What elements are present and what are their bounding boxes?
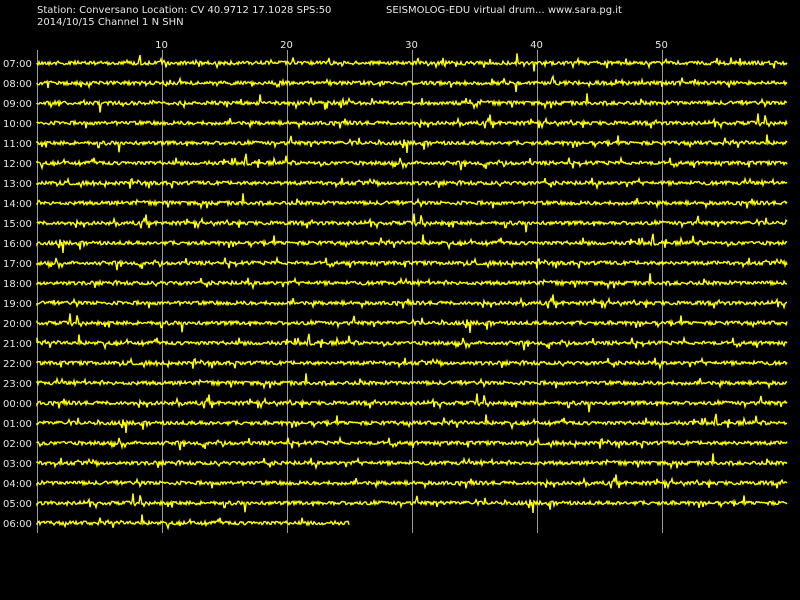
- row-label-1000: 10:00: [3, 119, 32, 130]
- trace-1000: [36, 113, 788, 130]
- row-label-1100: 11:00: [3, 139, 32, 150]
- x-tick-label-40: 40: [530, 40, 543, 51]
- trace-0600: [36, 514, 350, 531]
- trace-1900: [36, 294, 788, 310]
- x-tick-label-30: 30: [405, 40, 418, 51]
- x-tick-label-10: 10: [155, 40, 168, 51]
- row-label-0500: 05:00: [3, 499, 32, 510]
- row-label-0100: 01:00: [3, 419, 32, 430]
- row-label-0700: 07:00: [3, 59, 32, 70]
- row-label-1600: 16:00: [3, 239, 32, 250]
- x-tick-label-50: 50: [655, 40, 668, 51]
- row-label-1700: 17:00: [3, 259, 32, 270]
- trace-0100: [36, 413, 788, 433]
- trace-2200: [36, 356, 788, 371]
- trace-0700: [36, 53, 788, 72]
- trace-0800: [36, 74, 788, 93]
- trace-1300: [36, 176, 788, 191]
- trace-1400: [36, 193, 788, 211]
- station-info-text: Station: Conversano Location: CV 40.9712…: [37, 5, 332, 16]
- row-label-1500: 15:00: [3, 219, 32, 230]
- trace-0400: [36, 474, 788, 490]
- row-label-0300: 03:00: [3, 459, 32, 470]
- row-label-1300: 13:00: [3, 179, 32, 190]
- row-label-2000: 20:00: [3, 319, 32, 330]
- x-tick-label-20: 20: [280, 40, 293, 51]
- row-label-2200: 22:00: [3, 359, 32, 370]
- row-label-1900: 19:00: [3, 299, 32, 310]
- trace-1600: [36, 233, 788, 253]
- row-label-0200: 02:00: [3, 439, 32, 450]
- row-label-0400: 04:00: [3, 479, 32, 490]
- date-channel-text: 2014/10/15 Channel 1 N SHN: [37, 17, 184, 28]
- trace-1800: [36, 273, 788, 291]
- row-label-1400: 14:00: [3, 199, 32, 210]
- trace-0500: [36, 493, 788, 513]
- trace-0000: [36, 393, 788, 413]
- trace-1100: [36, 134, 788, 153]
- trace-2000: [36, 313, 788, 333]
- trace-0900: [36, 93, 788, 113]
- trace-2300: [36, 373, 787, 391]
- trace-0300: [36, 453, 788, 471]
- trace-2100: [36, 333, 788, 351]
- row-label-2300: 23:00: [3, 379, 32, 390]
- row-label-0900: 09:00: [3, 99, 32, 110]
- row-label-0000: 00:00: [3, 399, 32, 410]
- row-label-1800: 18:00: [3, 279, 32, 290]
- trace-1200: [36, 153, 788, 171]
- trace-1500: [36, 213, 788, 233]
- brand-text: SEISMOLOG-EDU virtual drum... www.sara.p…: [386, 5, 622, 16]
- row-label-2100: 21:00: [3, 339, 32, 350]
- trace-0200: [36, 435, 788, 451]
- trace-1700: [36, 255, 788, 271]
- row-label-0800: 08:00: [3, 79, 32, 90]
- row-label-1200: 12:00: [3, 159, 32, 170]
- row-label-0600: 06:00: [3, 519, 32, 530]
